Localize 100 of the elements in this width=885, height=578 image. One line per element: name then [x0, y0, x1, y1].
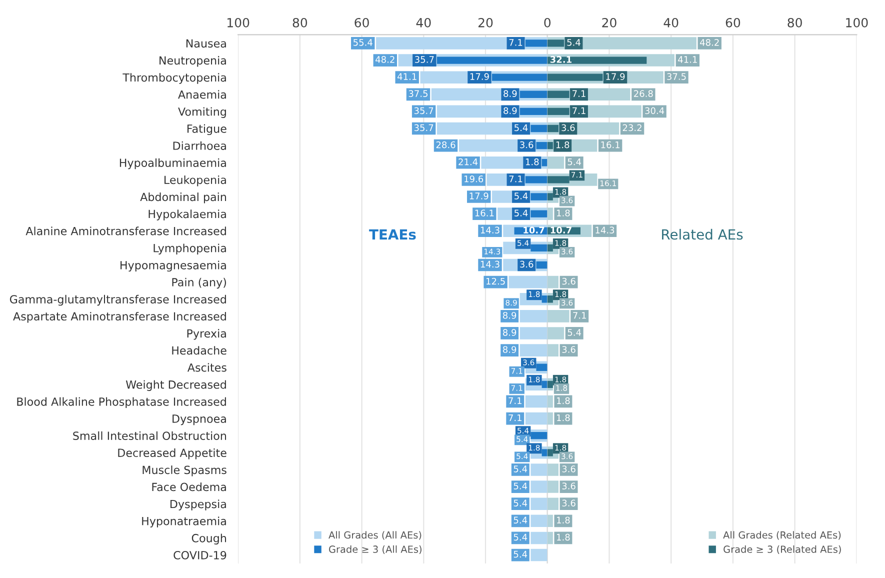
data-label: 21.4 [458, 158, 478, 166]
x-tick-label: 80 [788, 18, 802, 28]
y-tick-label: COVID-19 [174, 550, 226, 560]
data-label: 17.9 [606, 73, 625, 80]
y-tick-label: Hypoalbuminaemia [120, 158, 226, 170]
y-tick-label: Gamma-glutamyltransferase Increased [10, 294, 226, 306]
data-label: 5.4 [567, 39, 580, 46]
data-label: 41.1 [678, 56, 697, 63]
y-tick-label: Fatigue [187, 124, 226, 136]
data-label: 48.2 [376, 56, 394, 63]
data-label: 5.4 [514, 482, 528, 490]
data-label: 5.4 [514, 534, 528, 541]
y-tick-label: Thrombocytopenia [122, 73, 226, 84]
x-tick-label: 20 [602, 18, 616, 28]
x-tick-label: 100 [228, 18, 250, 28]
data-label: 5.4 [514, 124, 528, 132]
y-tick-label: Abdominal pain [140, 192, 226, 204]
data-label: 7.1 [572, 90, 586, 97]
data-label: 5.4 [514, 192, 528, 200]
y-tick-label: Lymphopenia [154, 244, 226, 254]
data-label: 1.8 [557, 397, 570, 404]
data-label: 1.8 [557, 414, 570, 422]
y-tick-label: Dyspnoea [172, 414, 226, 426]
data-label: 8.9 [503, 346, 516, 353]
data-label: 10.7 [550, 226, 572, 234]
data-label: 1.8 [556, 141, 570, 148]
data-label: 7.1 [508, 397, 522, 404]
data-label: 5.4 [514, 500, 528, 506]
data-label: 55.4 [354, 39, 372, 46]
data-label: 35.7 [414, 124, 434, 132]
data-label: 3.6 [562, 124, 575, 132]
y-tick-label: Dyspepsia [170, 500, 226, 510]
data-label: 16.1 [475, 210, 494, 216]
y-tick-label: Alanine Aminotransferase Increased [26, 226, 226, 236]
data-label: 7.1 [573, 312, 586, 319]
y-tick-label: Pain (any) [172, 278, 226, 289]
data-label: 7.1 [508, 414, 522, 422]
data-label: 5.4 [514, 466, 528, 472]
data-label: 1.8 [526, 158, 539, 166]
x-tick-label: 20 [478, 18, 493, 28]
x-tick-label: 60 [354, 18, 369, 28]
data-label: 3.6 [520, 141, 534, 148]
data-label: 5.4 [514, 550, 528, 558]
data-label: 5.4 [568, 158, 582, 166]
legend-label: All Grades (Related AEs) [723, 531, 841, 540]
data-label: 3.6 [562, 278, 576, 285]
data-label: 3.6 [520, 260, 534, 268]
annotation: Related AEs [662, 228, 743, 240]
y-tick-label: Cough [192, 534, 226, 544]
x-tick-label: 40 [416, 18, 431, 28]
data-label: 17.9 [470, 73, 489, 80]
data-label: 1.8 [557, 210, 570, 216]
y-tick-label: Hypokalaemia [148, 210, 226, 220]
data-label: 35.7 [414, 107, 434, 114]
data-label: 14.3 [596, 226, 614, 234]
x-tick-label: 40 [664, 18, 678, 28]
y-tick-label: Nausea [186, 39, 226, 48]
data-label: 1.8 [557, 534, 570, 541]
data-label: 3.6 [562, 346, 576, 353]
data-label: 41.1 [397, 73, 416, 80]
data-label: 19.6 [464, 175, 484, 182]
x-tick-label: 80 [292, 18, 308, 28]
y-tick-label: Hypomagnesaemia [120, 260, 226, 272]
data-label: 3.6 [562, 482, 576, 490]
y-tick-label: Vomiting [178, 107, 226, 118]
data-label: 23.2 [622, 124, 642, 132]
data-label: 28.6 [436, 141, 456, 148]
data-label: 48.2 [700, 39, 719, 46]
data-label: 3.6 [562, 500, 576, 506]
data-label: 7.1 [509, 39, 522, 46]
data-label: 17.9 [470, 192, 488, 200]
x-tick-label: 100 [846, 18, 868, 28]
y-tick-label: Aspartate Aminotransferase Increased [13, 312, 226, 323]
data-label: 5.4 [514, 210, 528, 216]
data-label: 26.8 [634, 90, 653, 98]
legend-label: Grade ≥ 3 (Related AEs) [724, 545, 841, 554]
y-tick-label: Hyponatraemia [142, 516, 226, 528]
y-tick-label: Blood Alkaline Phosphatase Increased [17, 397, 226, 408]
legend-label: Grade ≥ 3 (All AEs) [329, 545, 422, 554]
data-label: 37.5 [667, 73, 686, 80]
annotation: TEAEs [369, 229, 416, 240]
data-label: 8.9 [504, 107, 517, 114]
data-label: 10.7 [524, 226, 544, 234]
data-label: 5.4 [568, 329, 582, 336]
data-label: 14.3 [480, 260, 500, 268]
data-label: 16.1 [601, 141, 620, 148]
y-tick-label: Leukopenia [164, 175, 226, 186]
y-tick-label: Diarrhoea [173, 141, 226, 150]
data-label: 5.4 [514, 516, 528, 524]
data-label: 8.9 [503, 329, 516, 336]
data-label: 35.7 [415, 56, 434, 63]
data-label: 8.9 [504, 90, 517, 98]
data-label: 3.6 [562, 466, 576, 472]
data-label: 37.5 [408, 90, 428, 98]
data-label: 12.5 [486, 278, 505, 285]
y-tick-label: Decreased Appetite [118, 448, 226, 460]
y-tick-label: Neutropenia [160, 56, 226, 67]
data-label: 32.1 [550, 56, 572, 63]
x-tick-label: 0 [544, 18, 551, 28]
x-tick-label: 60 [726, 18, 740, 28]
